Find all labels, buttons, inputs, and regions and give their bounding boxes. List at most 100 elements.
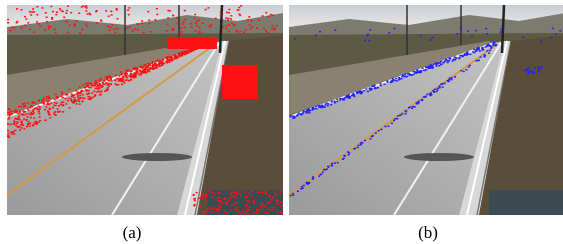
red-dot (196, 25, 198, 27)
red-dot (223, 198, 225, 200)
red-dot (19, 119, 21, 121)
red-dot (172, 15, 174, 17)
red-dot (8, 137, 10, 139)
blue-dot (289, 116, 291, 118)
red-dot (36, 21, 38, 23)
red-dot (8, 109, 10, 111)
red-dot (202, 194, 204, 196)
red-dot (30, 117, 32, 119)
blue-dot (555, 34, 557, 36)
red-dot (89, 14, 91, 16)
blue-dot (360, 93, 362, 95)
blue-dot (422, 67, 424, 69)
photo (7, 5, 283, 215)
blue-dot (494, 44, 496, 46)
red-dot (225, 28, 227, 30)
red-dot (222, 27, 224, 29)
blue-dot (430, 39, 432, 41)
red-dot (36, 123, 38, 125)
blue-dot (443, 62, 445, 64)
red-dot (71, 101, 73, 103)
blue-dot (551, 37, 553, 39)
red-dot (50, 6, 52, 8)
red-dot (24, 105, 26, 107)
red-dot (169, 56, 171, 58)
red-dot (244, 213, 246, 215)
red-dot (13, 133, 15, 135)
red-dot (162, 59, 164, 61)
blue-dot (406, 37, 408, 39)
blue-dot (466, 53, 468, 55)
red-dot (45, 106, 47, 108)
red-dot (171, 57, 173, 59)
blue-dot (466, 69, 468, 71)
red-dot (119, 80, 121, 82)
red-dot (48, 103, 50, 105)
red-dot (219, 201, 221, 203)
blue-dot (334, 101, 336, 103)
red-dot (106, 89, 108, 91)
blue-dot (418, 101, 420, 103)
red-dot (46, 17, 48, 19)
red-dot (202, 198, 204, 200)
red-dot (77, 95, 79, 97)
red-dot (38, 99, 40, 101)
red-dot (29, 125, 31, 127)
red-dot (18, 106, 20, 108)
blue-dot (318, 175, 320, 177)
red-dot (225, 197, 227, 199)
red-dot (117, 18, 119, 20)
caption: (a) (123, 223, 142, 242)
blue-dot (331, 101, 333, 103)
red-dot (155, 61, 157, 63)
red-dot (87, 85, 89, 87)
red-dot (92, 97, 94, 99)
blue-dot (476, 50, 478, 52)
red-dot (100, 91, 102, 93)
red-dot (46, 21, 48, 23)
red-dot (196, 48, 198, 50)
blue-dot (528, 70, 530, 72)
red-dot (219, 206, 221, 208)
red-dot (52, 11, 54, 13)
red-dot (36, 122, 38, 124)
red-dot (184, 51, 186, 53)
red-dot (248, 206, 250, 208)
red-dot (275, 195, 277, 197)
blue-dot (488, 45, 490, 47)
red-dot (30, 112, 32, 114)
red-dot (116, 28, 118, 30)
blue-dot (294, 117, 296, 119)
blue-dot (308, 112, 310, 114)
red-dot (110, 79, 112, 81)
red-dot (126, 73, 128, 75)
blue-dot (485, 46, 487, 48)
red-dot (89, 96, 91, 98)
red-dot (13, 27, 15, 29)
red-dot (169, 61, 171, 63)
red-dot (54, 99, 56, 101)
red-dot (248, 201, 250, 203)
red-dot (207, 43, 209, 45)
red-dot (125, 76, 127, 78)
blue-dot (440, 61, 442, 63)
red-dot (239, 14, 241, 16)
red-dot (94, 85, 96, 87)
red-dot (123, 82, 125, 84)
red-dot (136, 69, 138, 71)
red-dot (147, 11, 149, 13)
red-dot (80, 92, 82, 94)
red-dot (230, 210, 232, 212)
blue-dot (424, 97, 426, 99)
red-dot (218, 204, 220, 206)
red-dot (118, 78, 120, 80)
red-dot (108, 83, 110, 85)
blue-dot (384, 126, 386, 128)
red-dot (41, 7, 43, 9)
red-dot (262, 15, 264, 17)
red-dot (279, 191, 281, 193)
blue-dot (522, 37, 524, 39)
blue-dot (433, 91, 435, 93)
red-dot (81, 101, 83, 103)
red-dot (8, 117, 10, 119)
